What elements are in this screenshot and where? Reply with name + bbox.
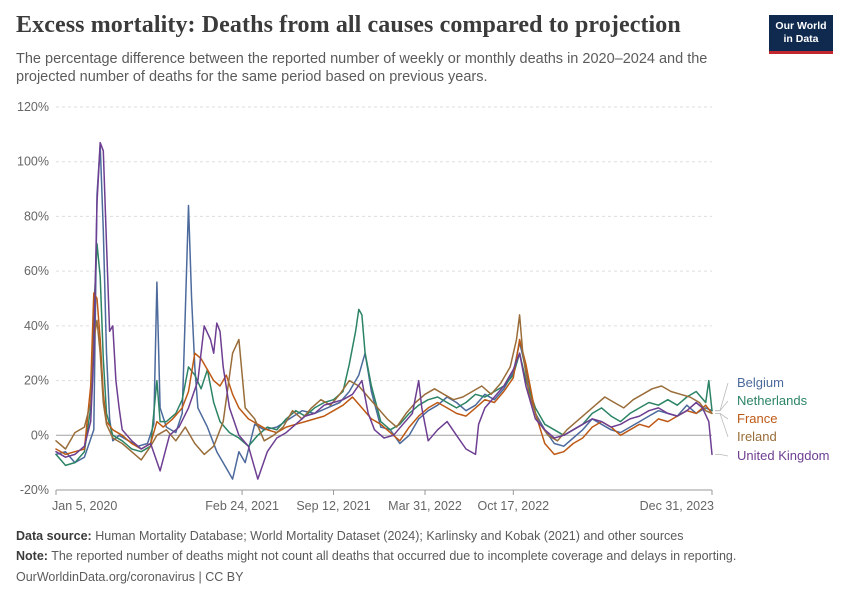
series-lines [55, 141, 713, 480]
x-tick-label: Feb 24, 2021 [205, 499, 279, 513]
logo-line-1: Our World [775, 20, 827, 32]
legend-label-belgium: Belgium [737, 375, 784, 390]
note-text: The reported number of deaths might not … [51, 549, 737, 563]
y-tick-label: 120% [17, 100, 49, 114]
legend: Belgium Netherlands France Ireland United Ki… [715, 375, 830, 463]
series-line-netherlands [55, 243, 713, 467]
legend-connector [715, 382, 729, 412]
line-chart: -20% 0% 20% 40% 60% 80% 100% 120% Jan 5, 2020 Fe… [17, 100, 830, 513]
legend-label-ireland: Ireland [737, 429, 777, 444]
source-label: Data source: [16, 529, 92, 543]
gridlines [56, 106, 712, 491]
series-line-united-kingdom [55, 141, 713, 480]
legend-connector [715, 413, 729, 438]
y-tick-label: 80% [24, 209, 49, 223]
chart-title: Excess mortality: Deaths from all causes… [16, 12, 681, 38]
x-tick-label: Oct 17, 2022 [478, 499, 550, 513]
y-tick-label: 0% [31, 428, 49, 442]
x-tick-label: Mar 31, 2022 [388, 499, 462, 513]
x-tick-label: Jan 5, 2020 [52, 499, 117, 513]
legend-label-united-kingdom: United Kingdom [737, 448, 830, 463]
footer-source: Data source: Human Mortality Database; W… [16, 529, 683, 543]
footer-link: OurWorldinData.org/coronavirus | CC BY [16, 570, 243, 584]
series-line-ireland [55, 314, 713, 461]
license-text: | CC BY [195, 570, 244, 584]
y-axis-ticks: -20% 0% 20% 40% 60% 80% 100% 120% [17, 100, 49, 497]
legend-connector [715, 454, 729, 457]
owid-logo[interactable]: Our World in Data [769, 15, 833, 54]
legend-connector [715, 400, 729, 412]
y-tick-label: 40% [24, 319, 49, 333]
x-axis: Jan 5, 2020 Feb 24, 2021 Sep 12, 2021 Mar 3… [52, 489, 714, 513]
y-tick-label: -20% [20, 483, 49, 497]
y-tick-label: 60% [24, 264, 49, 278]
x-tick-label: Dec 31, 2023 [640, 499, 714, 513]
y-tick-label: 100% [17, 155, 49, 169]
owid-link[interactable]: OurWorldinData.org/coronavirus [16, 570, 196, 584]
chart-subtitle: The percentage difference between the re… [16, 51, 708, 85]
source-text: Human Mortality Database; World Mortalit… [95, 529, 684, 543]
footer-note: Note: The reported number of deaths migh… [16, 549, 736, 563]
legend-label-france: France [737, 411, 777, 426]
note-label: Note: [16, 549, 48, 563]
y-tick-label: 20% [24, 374, 49, 388]
legend-label-netherlands: Netherlands [737, 393, 808, 408]
x-tick-label: Sep 12, 2021 [296, 499, 370, 513]
logo-line-2: in Data [783, 33, 819, 45]
series-line-belgium [55, 144, 713, 480]
